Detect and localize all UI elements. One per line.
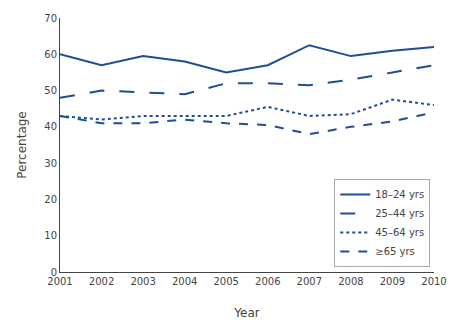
svg-text:2009: 2009: [380, 276, 405, 287]
svg-text:50: 50: [44, 85, 57, 96]
svg-text:30: 30: [44, 158, 57, 169]
svg-text:2006: 2006: [255, 276, 280, 287]
svg-text:2005: 2005: [213, 276, 238, 287]
svg-text:2007: 2007: [297, 276, 322, 287]
svg-text:45–64 yrs: 45–64 yrs: [375, 227, 424, 238]
svg-text:40: 40: [44, 121, 57, 132]
svg-text:Percentage: Percentage: [15, 111, 29, 179]
svg-text:≥65 yrs: ≥65 yrs: [375, 246, 415, 257]
svg-text:10: 10: [44, 230, 57, 241]
svg-text:20: 20: [44, 194, 57, 205]
svg-text:2004: 2004: [172, 276, 197, 287]
svg-text:Year: Year: [233, 306, 259, 320]
svg-text:2003: 2003: [130, 276, 155, 287]
svg-text:60: 60: [44, 49, 57, 60]
svg-text:18–24 yrs: 18–24 yrs: [375, 189, 424, 200]
svg-text:2001: 2001: [47, 276, 72, 287]
svg-text:2008: 2008: [338, 276, 363, 287]
svg-text:2010: 2010: [421, 276, 446, 287]
svg-text:0: 0: [51, 267, 57, 278]
svg-text:70: 70: [44, 13, 57, 24]
svg-text:2002: 2002: [89, 276, 114, 287]
svg-text:25–44 yrs: 25–44 yrs: [375, 208, 424, 219]
